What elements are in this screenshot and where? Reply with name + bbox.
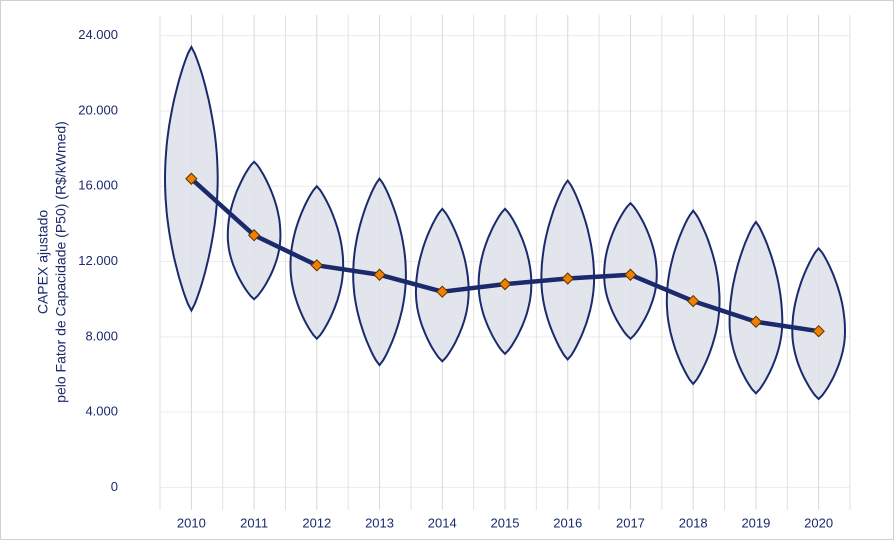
median-marker (436, 285, 449, 298)
median-marker (310, 259, 324, 272)
median-marker (749, 315, 763, 328)
x-tick-label: 2011 (240, 515, 268, 530)
median-marker (498, 277, 512, 291)
x-tick-label: 2020 (804, 515, 833, 530)
violin (728, 220, 784, 395)
x-tick-label: 2010 (177, 515, 206, 530)
x-tick-label: 2018 (679, 515, 708, 530)
x-tick-label: 2015 (491, 515, 520, 530)
median-marker (247, 229, 261, 242)
median-marker (812, 324, 825, 338)
y-tick-label: 8.000 (85, 328, 118, 343)
x-tick-label: 2012 (302, 515, 331, 530)
y-tick-label: 20.000 (78, 102, 118, 117)
median-marker (373, 268, 386, 281)
y-axis-title: pelo Fator de Capacidade (P50) (R$/kWmed… (53, 121, 69, 403)
y-tick-label: 12.000 (78, 253, 118, 268)
violin (414, 207, 470, 363)
y-tick-label: 4.000 (85, 404, 118, 419)
x-tick-label: 2017 (616, 515, 645, 530)
x-tick-label: 2016 (553, 515, 582, 530)
y-tick-label: 16.000 (78, 178, 118, 193)
median-marker (185, 172, 198, 185)
y-axis-title: CAPEX ajustado (35, 210, 51, 314)
median-marker (686, 294, 700, 308)
x-tick-label: 2013 (365, 515, 394, 530)
violin (791, 246, 847, 401)
y-tick-label: 24.000 (78, 27, 118, 42)
x-tick-label: 2019 (741, 515, 770, 530)
median-marker (561, 272, 574, 285)
x-tick-label: 2014 (428, 515, 457, 530)
y-tick-label: 0 (111, 479, 118, 494)
median-marker (624, 268, 637, 281)
violin (540, 178, 596, 361)
